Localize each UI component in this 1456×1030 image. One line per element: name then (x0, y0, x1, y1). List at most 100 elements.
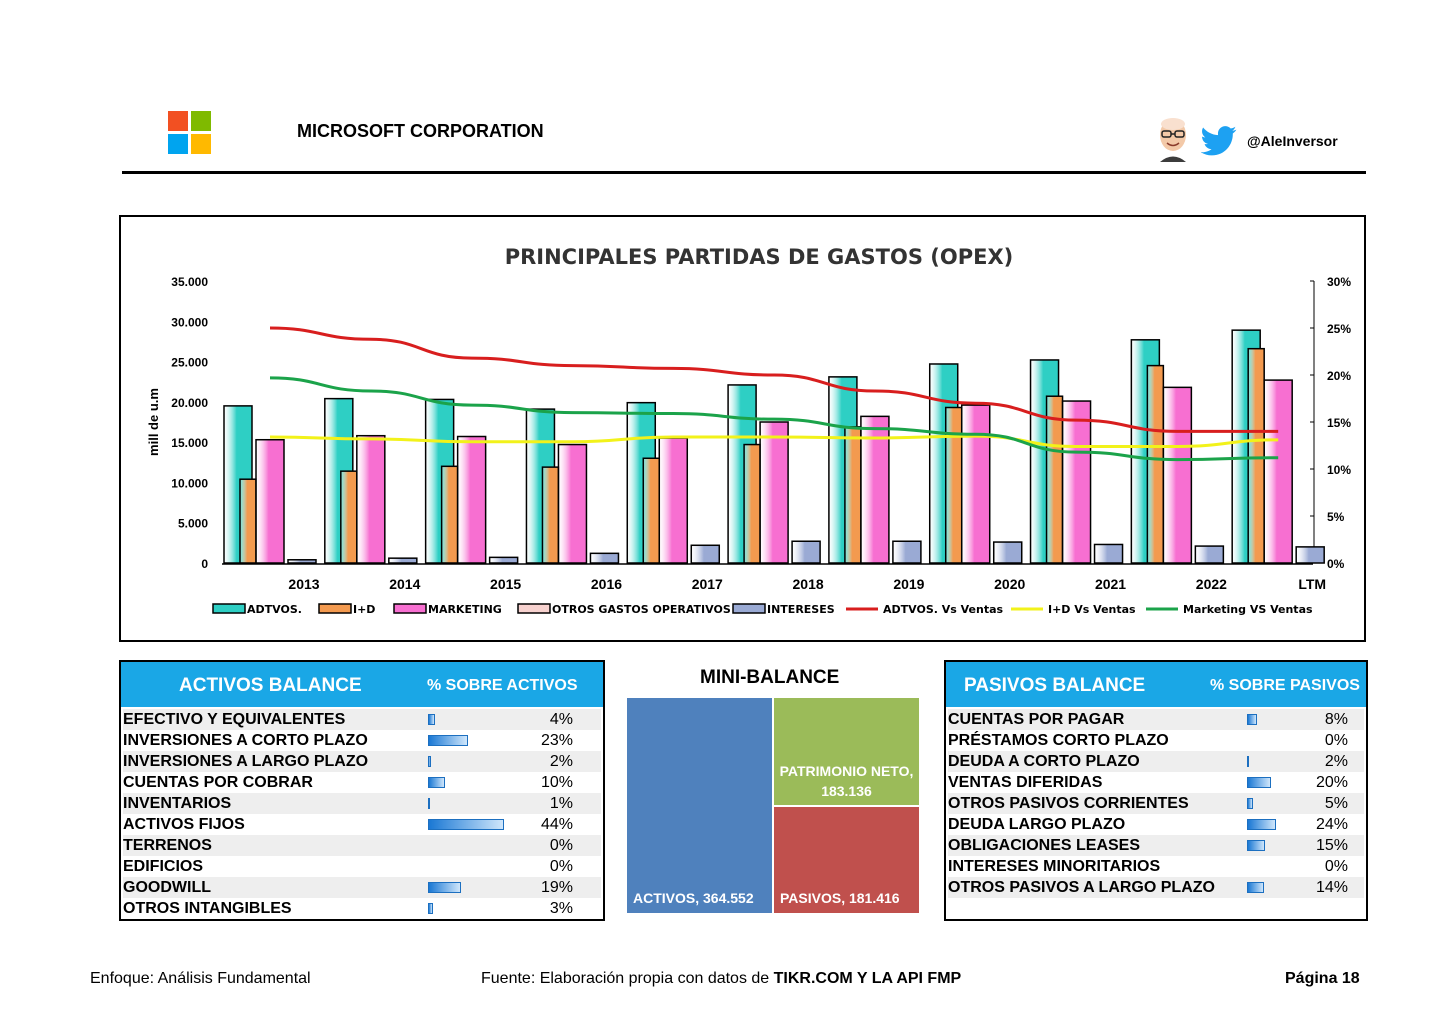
line-adtvos-vs-ventas (269, 326, 1279, 433)
row-data-bar (428, 714, 435, 725)
table-row: EDIFICIOS 0% (123, 856, 601, 877)
y-axis-label: mill de u.m (146, 388, 161, 456)
bar-intereses (287, 559, 317, 564)
bar-marketing (1162, 386, 1193, 564)
y-tick-label: 30.000 (171, 315, 208, 329)
activos-table-title: ACTIVOS BALANCE (179, 675, 362, 696)
row-percent: 5% (1324, 795, 1348, 812)
row-percent: 8% (1324, 711, 1348, 728)
footer-source: Fuente: Elaboración propia con datos de … (481, 970, 961, 988)
y-tick-label: 10.000 (171, 476, 208, 490)
logo-square-green (191, 111, 211, 131)
x-tick-label: 2017 (692, 576, 723, 592)
row-label: INVERSIONES A CORTO PLAZO (123, 732, 368, 749)
bar-marketing (860, 415, 890, 564)
bar-i-d (340, 470, 358, 564)
y-tick-label: 0 (201, 557, 208, 571)
row-label: EFECTIVO Y EQUIVALENTES (123, 711, 346, 728)
row-label: EDIFICIOS (123, 858, 204, 875)
bar-i-d (1247, 347, 1265, 564)
row-data-bar (428, 756, 432, 767)
row-percent: 24% (1315, 816, 1348, 833)
table-row: GOODWILL 19% (123, 877, 601, 898)
row-label: INVENTARIOS (123, 795, 232, 812)
row-label: DEUDA LARGO PLAZO (948, 816, 1126, 833)
row-data-bar (428, 735, 468, 746)
pasivos-total-label: PASIVOS, 181.416 (780, 890, 900, 906)
x-tick-label: 2015 (490, 576, 521, 592)
patrimonio-label: PATRIMONIO NETO, (779, 763, 914, 779)
row-data-bar (428, 798, 430, 809)
x-tick-label: 2020 (994, 576, 1025, 592)
y2-tick-label: 15% (1327, 416, 1351, 430)
bar-intereses (892, 540, 922, 564)
bar-intereses (1295, 546, 1325, 564)
legend-swatch (393, 603, 427, 614)
table-row: OBLIGACIONES LEASES 15% (948, 835, 1364, 856)
x-tick-label: 2013 (288, 576, 319, 592)
mini-balance-pasivos-block: PASIVOS, 181.416 (774, 807, 919, 913)
row-percent: 1% (549, 795, 573, 812)
table-row: OTROS PASIVOS A LARGO PLAZO 14% (948, 877, 1364, 898)
bar-marketing (759, 421, 789, 564)
table-row: CUENTAS POR PAGAR 8% (948, 709, 1364, 730)
row-data-bar (1247, 882, 1264, 893)
x-tick-label: 2019 (893, 576, 924, 592)
bar-i-d (541, 466, 560, 564)
legend-swatch (517, 603, 551, 614)
bar-intereses (589, 552, 620, 564)
x-tick-label: 2014 (389, 576, 420, 592)
line-i-d-vs-ventas (269, 434, 1279, 448)
row-percent: 4% (549, 711, 573, 728)
logo-square-yellow (191, 134, 211, 154)
row-percent: 14% (1315, 879, 1348, 896)
header-divider (122, 171, 1366, 174)
x-tick-label: 2021 (1095, 576, 1126, 592)
legend-swatch (732, 603, 766, 614)
activos-table-header: ACTIVOS BALANCE % SOBRE ACTIVOS (121, 662, 603, 707)
author-avatar-icon (1160, 118, 1186, 162)
microsoft-logo (168, 111, 211, 154)
row-data-bar (1247, 840, 1265, 851)
bar-intereses (690, 544, 721, 564)
bar-intereses (1093, 543, 1124, 564)
y2-tick-label: 0% (1327, 557, 1345, 571)
y-tick-label: 25.000 (171, 356, 208, 370)
bar-i-d (743, 443, 761, 564)
table-row: INVENTARIOS 1% (123, 793, 601, 814)
row-percent: 23% (540, 732, 573, 749)
row-label: OTROS PASIVOS CORRIENTES (948, 795, 1189, 812)
table-row: EFECTIVO Y EQUIVALENTES 4% (123, 709, 601, 730)
row-percent: 19% (540, 879, 573, 896)
legend-label: OTROS GASTOS OPERATIVOS (552, 603, 731, 616)
bar-intereses (388, 557, 418, 564)
row-percent: 0% (549, 837, 573, 854)
row-data-bar (1247, 819, 1276, 830)
row-label: VENTAS DIFERIDAS (948, 774, 1103, 791)
x-tick-label: 2018 (793, 576, 824, 592)
legend-label: MARKETING (428, 603, 502, 616)
bar-intereses (791, 540, 821, 564)
row-label: ACTIVOS FIJOS (123, 816, 245, 833)
bar-marketing (658, 437, 689, 564)
bar-marketing (255, 438, 285, 564)
bar-marketing (456, 435, 487, 564)
bar-marketing (356, 434, 386, 564)
mini-balance-patrimonio-block: PATRIMONIO NETO, 183.136 (774, 698, 919, 805)
row-data-bar (428, 819, 505, 830)
pasivos-table-header: PASIVOS BALANCE % SOBRE PASIVOS (946, 662, 1366, 707)
row-percent: 2% (1324, 753, 1348, 770)
activos-total-label: ACTIVOS, 364.552 (633, 890, 754, 906)
page-number: Página 18 (1285, 970, 1360, 987)
y2-tick-label: 20% (1327, 369, 1351, 383)
row-label: INTERESES MINORITARIOS (948, 858, 1161, 875)
bar-marketing (557, 443, 588, 564)
y2-tick-label: 25% (1327, 322, 1351, 336)
bar-i-d (440, 465, 459, 564)
row-data-bar (1247, 777, 1271, 788)
y-tick-label: 35.000 (171, 275, 208, 289)
table-row: CUENTAS POR COBRAR 10% (123, 772, 601, 793)
legend-swatch (318, 603, 352, 614)
bar-intereses (488, 556, 519, 564)
row-percent: 0% (1324, 732, 1348, 749)
